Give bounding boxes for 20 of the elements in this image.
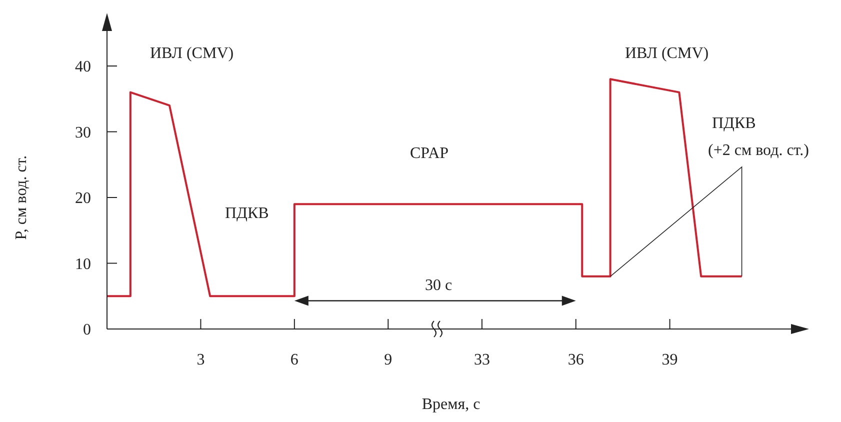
y-tick-label: 10 (75, 256, 91, 273)
annotation: (+2 см вод. ст.) (708, 142, 809, 159)
x-tick-label: 33 (474, 351, 490, 368)
x-tick-label: 39 (662, 351, 678, 368)
y-tick-label: 30 (75, 124, 91, 142)
x-tick-label: 3 (196, 351, 205, 368)
x-tick-label: 9 (384, 351, 392, 368)
x-axis-title: Время, с (422, 396, 480, 413)
text: ИВЛ (CMV) (150, 45, 234, 62)
y-tick-label: 40 (75, 58, 91, 76)
text: ИВЛ (CMV) (625, 45, 709, 62)
annotation: CPAP (410, 145, 449, 162)
y-axis-title: P, см вод. ст. (13, 155, 30, 240)
y-tick-label: 20 (75, 190, 91, 208)
x-tick-label: 36 (568, 351, 584, 368)
annotation: 30 с (425, 277, 452, 294)
x-tick-label: 6 (290, 351, 298, 368)
annotation: ПДКВ (225, 205, 269, 222)
y-tick-label: 0 (83, 322, 91, 339)
annotation: ПДКВ (712, 115, 756, 132)
